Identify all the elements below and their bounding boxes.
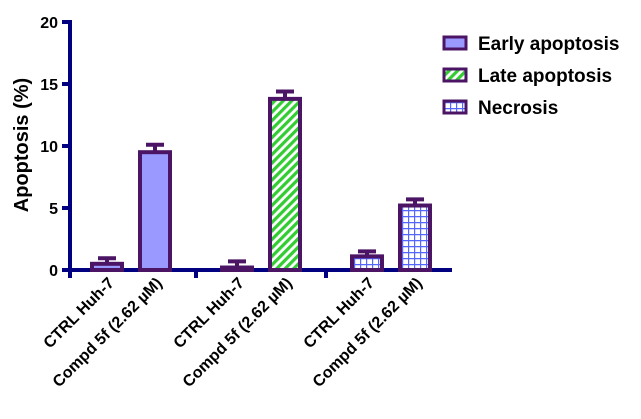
y-tick-label: 5	[49, 201, 58, 218]
bar	[268, 96, 302, 272]
bar	[350, 254, 384, 272]
bar	[138, 150, 172, 272]
legend-swatch	[442, 67, 468, 83]
y-tick-label: 15	[40, 77, 58, 94]
bar	[90, 261, 124, 272]
bar	[220, 265, 254, 272]
y-tick-label: 20	[40, 15, 58, 32]
y-tick-label: 0	[49, 263, 58, 280]
legend-label: Necrosis	[478, 98, 558, 119]
y-axis-label: Apoptosis (%)	[11, 78, 33, 212]
legend-swatch	[442, 35, 468, 51]
y-tick-label: 10	[40, 139, 58, 156]
axes: 0 5 10 15 20	[40, 15, 452, 280]
legend: Early apoptosis Late apoptosis Necrosis	[442, 34, 620, 119]
bar	[398, 203, 432, 273]
legend-label: Late apoptosis	[478, 66, 612, 87]
legend-label: Early apoptosis	[478, 34, 620, 55]
legend-swatch	[442, 99, 468, 115]
bars	[90, 89, 432, 273]
